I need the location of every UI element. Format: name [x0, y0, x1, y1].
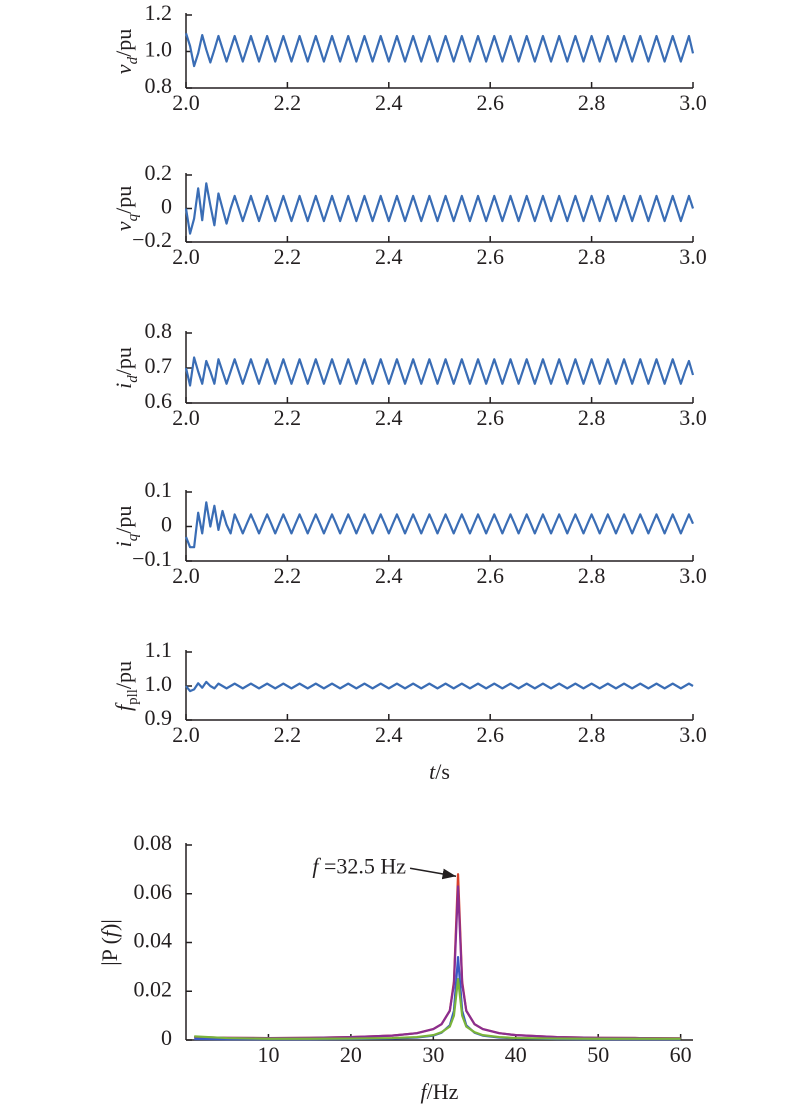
- y-tick-label: 0.2: [145, 160, 173, 185]
- x-tick-label: 2.8: [578, 563, 606, 588]
- ylabel-part: q: [125, 213, 141, 221]
- x-tick-label: 2.8: [578, 405, 606, 430]
- xlabel-part: /Hz: [427, 1079, 459, 1104]
- ylabel-part: i: [111, 541, 136, 547]
- y-axis-label: vd/pu: [111, 29, 141, 74]
- xlabel-part: /s: [435, 759, 450, 784]
- ylabel-part: f: [111, 702, 136, 711]
- y-tick-label: 0.9: [145, 705, 173, 730]
- ylabel-part: i: [111, 383, 136, 389]
- y-tick-label: 1.0: [145, 671, 173, 696]
- ylabel-part: f: [97, 928, 122, 937]
- x-tick-label: 2.0: [172, 90, 200, 115]
- series-line: [194, 873, 681, 1040]
- xlabel-part: f: [421, 1079, 430, 1104]
- x-tick-label: 2.2: [274, 405, 302, 430]
- y-axis-label: iq/pu: [111, 506, 141, 548]
- y-tick-label: 1.2: [145, 0, 173, 25]
- y-tick-label: 0.04: [134, 928, 173, 953]
- series-line: [184, 501, 695, 549]
- x-tick-label: 2.0: [172, 722, 200, 747]
- x-tick-label: 10: [257, 1042, 279, 1067]
- y-tick-label: 0.7: [145, 353, 173, 378]
- x-tick-label: 2.6: [476, 244, 504, 269]
- x-tick-label: 2.6: [476, 405, 504, 430]
- x-tick-label: 2.8: [578, 244, 606, 269]
- series-line: [184, 182, 695, 235]
- y-axis-label: id/pu: [111, 347, 141, 389]
- ylabel-part: )|: [97, 919, 122, 931]
- xlabel-part: t: [429, 759, 436, 784]
- x-tick-label: 2.2: [274, 722, 302, 747]
- y-axis-label: |P (f)|: [97, 919, 122, 966]
- y-tick-label: 1.0: [145, 37, 173, 62]
- ylabel-part: /pu: [111, 661, 136, 689]
- x-tick-label: 60: [670, 1042, 692, 1067]
- y-tick-label: 0.8: [145, 73, 173, 98]
- y-tick-label: −0.1: [132, 546, 172, 571]
- y-tick-label: 0: [161, 1025, 172, 1050]
- ylabel-part: |P (: [97, 937, 122, 966]
- x-tick-label: 2.2: [274, 90, 302, 115]
- y-axis-label: fpll/pu: [111, 661, 141, 711]
- y-tick-label: 0.08: [134, 830, 173, 855]
- series-line: [194, 885, 681, 1040]
- ylabel-part: pll: [125, 689, 141, 705]
- x-tick-label: 40: [505, 1042, 527, 1067]
- x-tick-label: 3.0: [679, 722, 707, 747]
- x-tick-label: 2.4: [375, 90, 403, 115]
- ylabel-part: q: [125, 533, 141, 541]
- ylabel-part: v: [111, 64, 136, 74]
- series-line: [184, 32, 695, 68]
- x-tick-label: 2.6: [476, 722, 504, 747]
- y-tick-label: 0: [161, 512, 172, 537]
- series-line: [194, 977, 681, 1040]
- ylabel-part: /pu: [111, 347, 136, 375]
- x-tick-label: 2.8: [578, 722, 606, 747]
- ylabel-part: d: [125, 375, 141, 383]
- ylabel-part: d: [125, 56, 141, 64]
- x-tick-label: 20: [340, 1042, 362, 1067]
- ylabel-part: v: [111, 221, 136, 231]
- x-tick-label: 3.0: [679, 244, 707, 269]
- x-tick-label: 2.2: [274, 563, 302, 588]
- x-tick-label: 50: [587, 1042, 609, 1067]
- annotation-part: f: [312, 853, 321, 878]
- y-tick-label: 0.06: [134, 879, 173, 904]
- x-tick-label: 2.0: [172, 244, 200, 269]
- x-tick-label: 2.8: [578, 90, 606, 115]
- x-tick-label: 30: [422, 1042, 444, 1067]
- x-tick-label: 3.0: [679, 405, 707, 430]
- x-tick-label: 2.4: [375, 244, 403, 269]
- ylabel-part: /pu: [111, 186, 136, 214]
- x-tick-label: 2.6: [476, 563, 504, 588]
- y-tick-label: 0.02: [134, 976, 173, 1001]
- y-tick-label: 0.8: [145, 318, 173, 343]
- y-tick-label: 0.6: [145, 388, 173, 413]
- y-tick-label: 1.1: [145, 637, 173, 662]
- y-tick-label: −0.2: [132, 227, 172, 252]
- annotation-arrow: [409, 867, 457, 880]
- x-tick-label: 2.6: [476, 90, 504, 115]
- annotation-part: =32.5 Hz: [318, 853, 406, 878]
- series-line: [185, 680, 694, 693]
- ylabel-part: /pu: [111, 506, 136, 534]
- x-axis-label: t/s: [429, 759, 450, 784]
- x-tick-label: 2.0: [172, 563, 200, 588]
- x-tick-label: 2.4: [375, 722, 403, 747]
- x-tick-label: 3.0: [679, 563, 707, 588]
- y-tick-label: 0: [161, 194, 172, 219]
- x-tick-label: 2.0: [172, 405, 200, 430]
- x-tick-label: 2.2: [274, 244, 302, 269]
- y-axis-label: vq/pu: [111, 186, 141, 231]
- x-axis-label: f/Hz: [421, 1079, 459, 1104]
- x-tick-label: 2.4: [375, 405, 403, 430]
- annotation: f =32.5 Hz: [312, 853, 406, 878]
- series-line: [184, 356, 695, 387]
- x-tick-label: 2.4: [375, 563, 403, 588]
- ylabel-part: /pu: [111, 29, 136, 57]
- y-tick-label: 0.1: [145, 477, 173, 502]
- x-tick-label: 3.0: [679, 90, 707, 115]
